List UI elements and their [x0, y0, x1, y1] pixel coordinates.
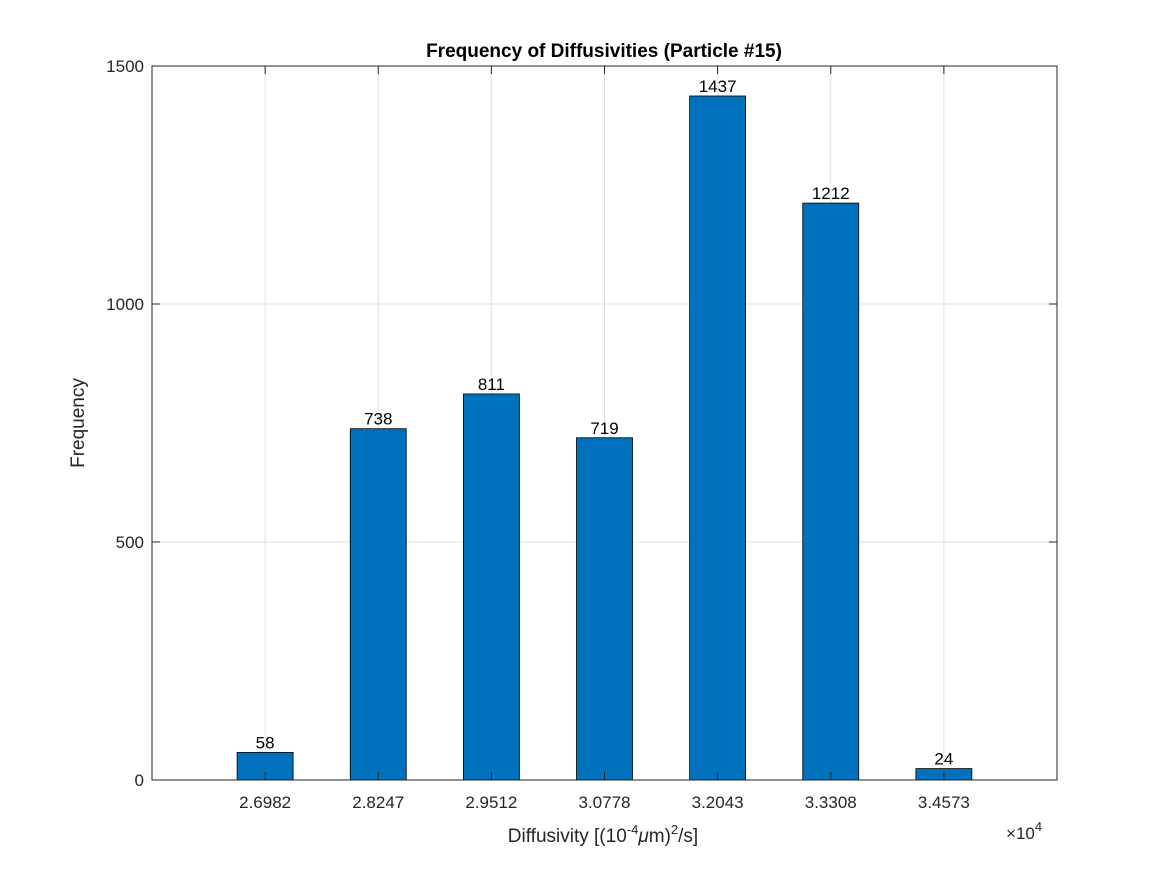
y-tick-label: 1000	[106, 295, 144, 314]
bar	[689, 95, 747, 781]
y-axis-ticks: 0 500 1000 1500	[106, 57, 1057, 790]
bar-value-label: 1437	[699, 77, 737, 96]
bar	[802, 202, 860, 781]
x-tick-label: 2.9512	[465, 793, 517, 812]
data-labels: 58 738 811 719 1437 1212 24	[256, 77, 954, 769]
bar-value-label: 24	[934, 750, 953, 769]
x-axis-multiplier: ×104	[1006, 819, 1042, 843]
chart-title: Frequency of Diffusivities (Particle #15…	[426, 41, 782, 62]
x-tick-label: 3.0778	[579, 793, 631, 812]
bar-value-label: 1212	[812, 184, 850, 203]
y-axis-label: Frequency	[68, 378, 89, 468]
bar-value-label: 811	[478, 375, 505, 394]
x-tick-label: 3.3308	[805, 793, 857, 812]
y-tick-label: 1500	[106, 57, 144, 76]
x-tick-label: 3.2043	[692, 793, 744, 812]
bar-value-label: 58	[256, 733, 275, 752]
bars	[236, 95, 973, 781]
x-tick-label: 2.6982	[239, 793, 291, 812]
bar-value-label: 719	[590, 419, 618, 438]
bar-value-label: 738	[364, 410, 392, 429]
x-tick-label: 3.4573	[918, 793, 970, 812]
y-tick-label: 0	[135, 771, 144, 790]
y-tick-label: 500	[116, 533, 144, 552]
bar	[462, 393, 520, 781]
x-axis-label: Diffusivity [(10-4μm)2/s]	[508, 822, 698, 847]
bar	[576, 437, 633, 781]
x-axis-ticks: 2.6982 2.8247 2.9512 3.0778 3.2043 3.3308 3.45…	[239, 66, 970, 812]
x-tick-label: 2.8247	[352, 793, 404, 812]
bar	[349, 428, 407, 781]
